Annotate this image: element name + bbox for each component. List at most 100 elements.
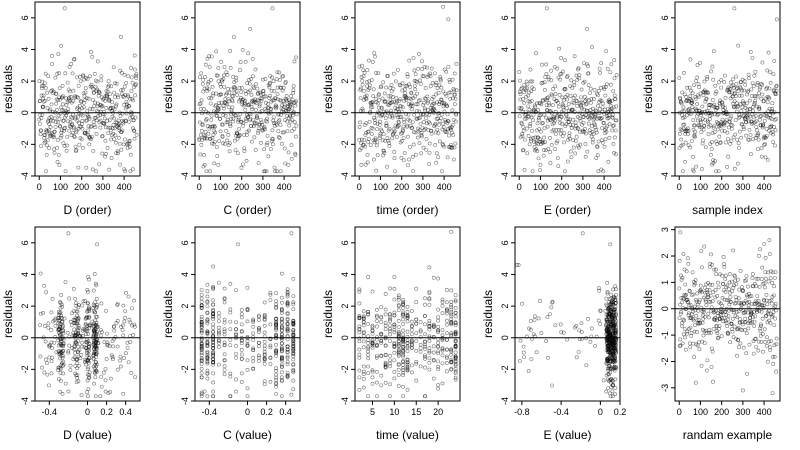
data-point <box>285 370 290 375</box>
data-point <box>684 95 689 99</box>
data-point <box>245 285 250 290</box>
data-point <box>609 106 614 111</box>
data-point <box>66 87 71 92</box>
data-point <box>613 128 618 133</box>
data-point <box>706 120 711 125</box>
data-point <box>265 133 270 138</box>
data-point <box>199 133 203 137</box>
data-point <box>285 354 290 359</box>
data-point <box>415 135 420 140</box>
data-point <box>705 358 710 363</box>
y-tick-label: -2 <box>340 365 350 373</box>
y-tick-label: -4 <box>180 397 190 405</box>
data-point <box>405 134 410 139</box>
data-point <box>53 125 58 129</box>
data-point <box>228 343 233 348</box>
data-point <box>560 95 565 100</box>
data-point <box>739 93 744 98</box>
data-point <box>444 307 449 312</box>
data-point <box>396 304 401 308</box>
data-point <box>86 365 91 370</box>
data-point <box>274 381 279 385</box>
data-point <box>262 361 267 366</box>
data-point <box>611 300 616 305</box>
data-point <box>614 347 618 352</box>
data-point <box>274 350 279 355</box>
data-point <box>608 242 613 247</box>
data-point <box>752 100 757 105</box>
data-point <box>377 136 382 141</box>
data-point <box>614 319 618 324</box>
data-point <box>58 389 63 394</box>
data-point <box>431 344 436 349</box>
data-point <box>767 299 772 303</box>
data-point <box>128 152 133 157</box>
data-point <box>207 126 212 131</box>
data-point <box>722 297 727 302</box>
data-point <box>116 367 120 372</box>
data-point <box>121 391 126 396</box>
data-point <box>210 84 215 89</box>
data-point <box>450 145 455 150</box>
data-point <box>381 132 386 137</box>
data-point <box>741 125 746 129</box>
data-point <box>708 142 713 147</box>
data-point <box>108 106 113 111</box>
data-point <box>237 126 242 131</box>
data-point <box>268 343 273 348</box>
data-point <box>531 87 536 92</box>
data-point <box>711 49 716 54</box>
data-point <box>613 298 618 302</box>
data-point <box>361 369 366 374</box>
data-point <box>546 355 550 360</box>
data-point <box>765 100 770 105</box>
data-point <box>71 286 76 291</box>
data-point <box>722 265 727 269</box>
data-point <box>755 294 760 299</box>
data-point <box>686 311 691 316</box>
data-point <box>440 303 445 308</box>
data-point <box>608 367 613 372</box>
data-point <box>230 99 235 104</box>
data-point <box>391 95 395 99</box>
data-point <box>720 303 725 308</box>
data-point <box>552 118 557 123</box>
data-point <box>370 132 374 136</box>
y-axis-title: residuals <box>641 65 655 113</box>
data-point <box>87 116 92 121</box>
data-point <box>736 309 741 314</box>
y-tick-label: -4 <box>660 172 670 180</box>
data-point <box>292 126 297 131</box>
data-point <box>104 106 109 110</box>
data-point <box>87 375 92 380</box>
data-point <box>216 339 221 343</box>
data-point <box>398 83 403 88</box>
data-point <box>405 367 410 372</box>
data-point <box>222 340 227 345</box>
data-point <box>75 75 79 80</box>
data-point <box>418 349 423 354</box>
data-point <box>710 98 715 102</box>
data-point <box>258 96 263 101</box>
data-point <box>222 332 227 337</box>
data-point <box>92 381 96 386</box>
data-point <box>687 85 692 90</box>
data-point <box>236 242 240 247</box>
data-point <box>264 100 268 105</box>
data-point <box>532 140 537 144</box>
data-point <box>404 98 409 102</box>
data-point <box>767 86 772 91</box>
data-point <box>401 317 406 322</box>
data-point <box>90 107 95 112</box>
data-point <box>115 149 120 154</box>
data-point <box>610 332 615 337</box>
data-point <box>64 148 69 153</box>
data-point <box>230 105 235 110</box>
data-point <box>423 86 428 90</box>
data-point <box>589 100 593 105</box>
data-point <box>39 128 44 133</box>
data-point <box>744 120 749 125</box>
data-point <box>361 74 366 79</box>
data-point <box>268 362 273 367</box>
data-point <box>756 133 761 138</box>
